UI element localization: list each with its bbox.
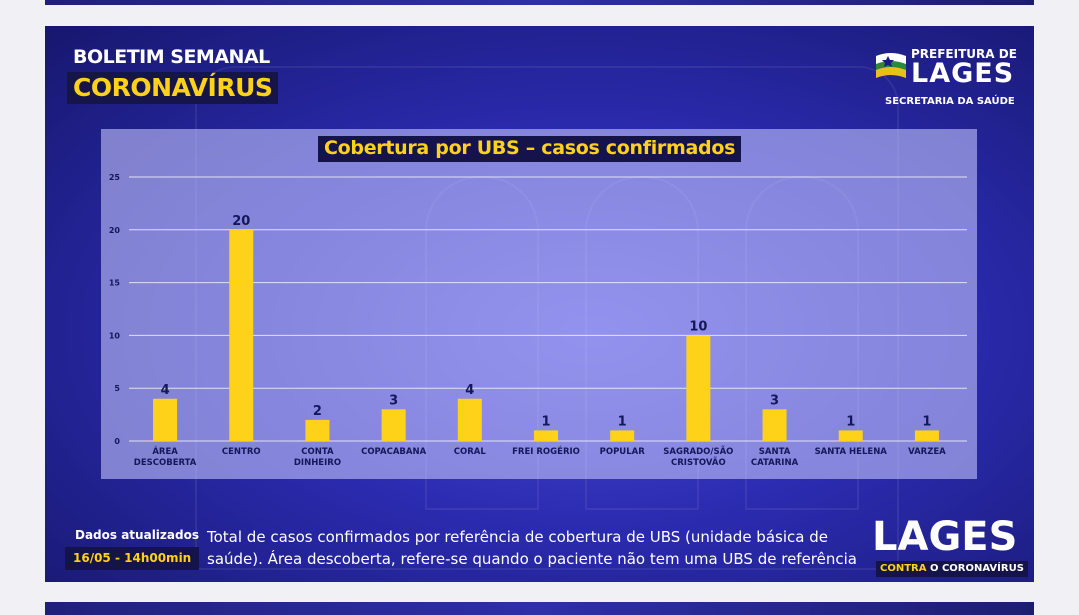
bar bbox=[838, 430, 863, 441]
y-tick-label: 0 bbox=[114, 437, 120, 446]
updated-date: 16/05 - 14h00min bbox=[65, 547, 200, 570]
bar bbox=[534, 430, 558, 441]
tagline-rest: O CORONAVÍRUS bbox=[926, 563, 1024, 574]
x-tick-label: CENTRO bbox=[222, 447, 261, 457]
data-label: 4 bbox=[465, 383, 474, 398]
updated-label: Dados atualizados bbox=[75, 528, 199, 542]
bar bbox=[610, 430, 635, 441]
y-tick-label: 15 bbox=[109, 279, 121, 288]
bar bbox=[229, 229, 254, 441]
chart-title: Cobertura por UBS – casos confirmados bbox=[318, 136, 742, 162]
footnote: Total de casos confirmados por referênci… bbox=[207, 526, 887, 570]
x-tick-label: FREI ROGÉRIO bbox=[512, 445, 580, 457]
x-tick-label: DINHEIRO bbox=[294, 458, 341, 468]
data-label: 20 bbox=[232, 214, 250, 229]
x-tick-label: SANTA HELENA bbox=[815, 447, 888, 457]
bulletin-card: BOLETIM SEMANAL CORONAVÍRUS PREFEITURA D… bbox=[45, 26, 1034, 582]
lages-brand: LAGES bbox=[872, 514, 1018, 560]
bulletin-subtitle: CORONAVÍRUS bbox=[67, 72, 279, 104]
x-tick-label: SANTA bbox=[759, 447, 791, 457]
prefeitura-logo: PREFEITURA DE LAGES SECRETARIA DA SAÚDE bbox=[871, 46, 1021, 116]
bar bbox=[305, 419, 330, 441]
footnote-line-1: Total de casos confirmados por referênci… bbox=[207, 528, 828, 546]
data-label: 10 bbox=[689, 319, 707, 334]
data-label: 1 bbox=[922, 414, 931, 429]
bar bbox=[457, 398, 482, 441]
y-tick-label: 10 bbox=[109, 331, 121, 340]
x-tick-label: CRISTOVÃO bbox=[671, 457, 726, 468]
bar bbox=[153, 398, 178, 441]
logo-city-text: LAGES bbox=[911, 58, 1015, 89]
y-tick-label: 20 bbox=[109, 226, 121, 235]
data-label: 1 bbox=[618, 414, 627, 429]
logo-secretaria-text: SECRETARIA DA SAÚDE bbox=[885, 96, 1015, 107]
x-tick-label: VARZEA bbox=[908, 447, 946, 457]
y-tick-label: 25 bbox=[109, 173, 121, 182]
data-label: 1 bbox=[846, 414, 855, 429]
data-label: 2 bbox=[313, 404, 322, 419]
x-tick-label: CATARINA bbox=[751, 458, 799, 468]
bar bbox=[381, 409, 406, 441]
logo-prefeitura-text: PREFEITURA DE bbox=[911, 47, 1017, 61]
bulletin-title: BOLETIM SEMANAL bbox=[73, 46, 270, 68]
chart-panel: 0 5 10 15 20 25 4 ÁREA DESCOBERTA 20 CENTRO 2 CONTA D… bbox=[101, 129, 977, 479]
x-tick-label: DESCOBERTA bbox=[134, 458, 197, 468]
y-tick-label: 5 bbox=[114, 384, 120, 393]
campaign-tagline: CONTRA O CORONAVÍRUS bbox=[876, 561, 1028, 577]
footnote-line-2: saúde). Área descoberta, refere-se quand… bbox=[207, 550, 857, 568]
next-slide-strip bbox=[45, 602, 1034, 615]
x-tick-label: ÁREA bbox=[152, 445, 178, 457]
x-tick-label: CORAL bbox=[454, 447, 487, 457]
data-label: 3 bbox=[770, 393, 779, 408]
x-tick-label: COPACABANA bbox=[361, 447, 426, 457]
bar bbox=[686, 335, 711, 441]
x-tick-label: POPULAR bbox=[600, 447, 646, 457]
tagline-contra: CONTRA bbox=[880, 563, 927, 574]
previous-slide-strip bbox=[45, 0, 1034, 5]
bar bbox=[762, 409, 787, 441]
data-label: 1 bbox=[541, 414, 550, 429]
state-flag-icon bbox=[876, 53, 906, 78]
x-tick-label: CONTA bbox=[301, 447, 334, 457]
bar bbox=[914, 430, 939, 441]
data-label: 3 bbox=[389, 393, 398, 408]
x-tick-label: SAGRADO/SÃO bbox=[663, 446, 733, 457]
data-label: 4 bbox=[161, 383, 170, 398]
